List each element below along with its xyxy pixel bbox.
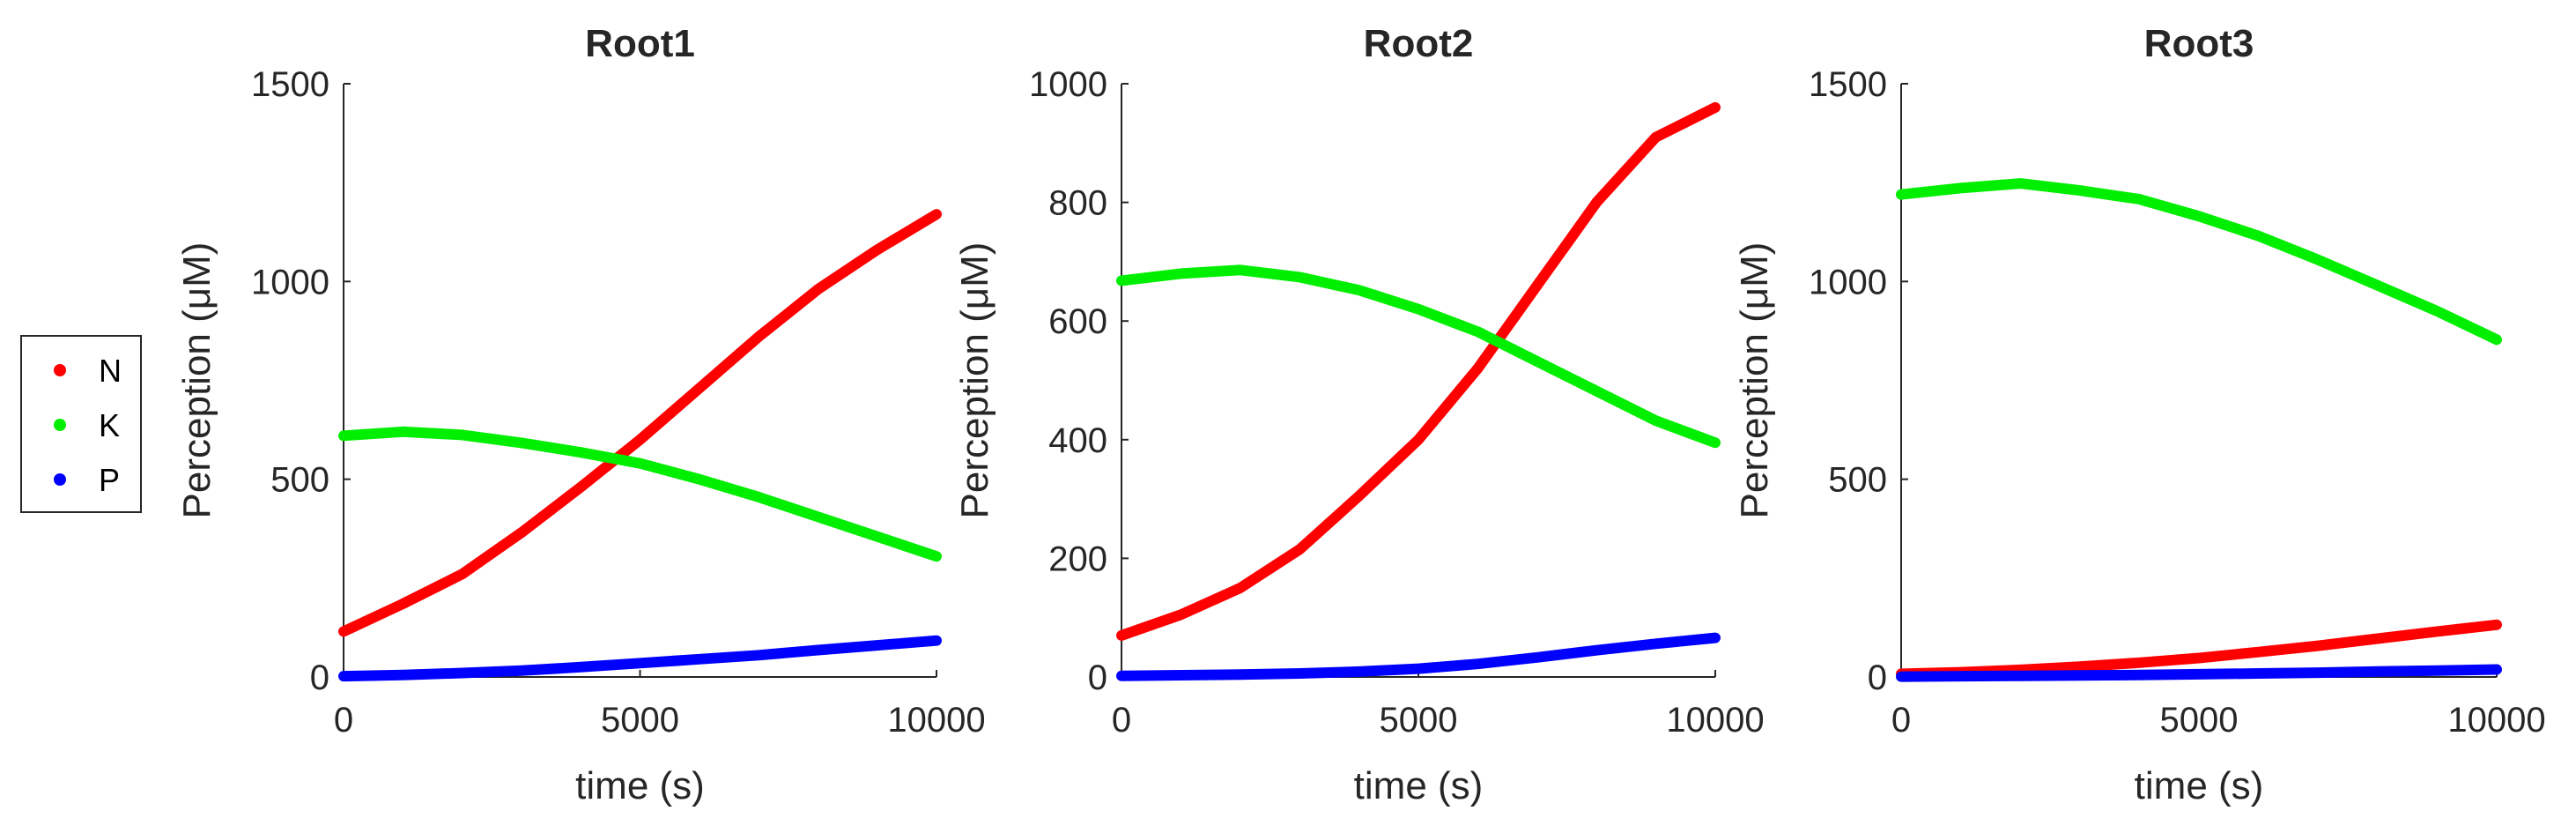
x-tick-label: 5000 [2160, 701, 2239, 740]
legend-label-n: N [99, 353, 122, 389]
x-axis-label: time (s) [1354, 764, 1484, 807]
y-tick-label: 500 [270, 461, 329, 500]
chart-root1: 0 500 1000 1500 0 5000 10000 Root1 time (s) Perce… [175, 22, 986, 807]
legend-marker-k [54, 419, 66, 431]
y-tick-label: 1000 [251, 263, 329, 301]
x-tick-label: 5000 [1380, 701, 1458, 740]
y-tick-label: 500 [1828, 461, 1887, 500]
y-axis-label: Perception (μM) [953, 242, 996, 519]
y-tick-label: 800 [1048, 184, 1107, 223]
series-n-line [1896, 619, 2502, 680]
series-p-line [1896, 664, 2502, 682]
series-p-line [1116, 632, 1721, 681]
y-axis-label: Perception (μM) [175, 242, 218, 519]
legend-label-p: P [99, 462, 120, 498]
chart-root3: 0 500 1000 1500 0 5000 10000 Root3 time (s) Perce… [1733, 22, 2546, 807]
y-tick-label: 600 [1048, 302, 1107, 341]
x-tick-label: 0 [1891, 701, 1911, 740]
y-tick-label: 1000 [1029, 65, 1107, 104]
legend-label-k: K [99, 407, 120, 443]
series-k-line [1116, 264, 1721, 449]
y-tick-label: 1500 [1809, 65, 1887, 104]
series-n-line [338, 209, 942, 637]
y-tick-label: 1000 [1809, 263, 1887, 301]
chart-title: Root3 [2144, 22, 2254, 65]
x-tick-label: 0 [334, 701, 353, 740]
legend-marker-n [54, 364, 66, 376]
x-tick-label: 5000 [601, 701, 679, 740]
y-axis-label: Perception (μM) [1733, 242, 1776, 519]
y-tick-label: 400 [1048, 421, 1107, 460]
x-axis-label: time (s) [2135, 764, 2264, 807]
legend-box [20, 335, 142, 513]
x-tick-label: 10000 [2447, 701, 2545, 740]
y-tick-label: 0 [310, 658, 329, 697]
legend-marker-p [54, 473, 66, 486]
legend: N K P [20, 335, 142, 513]
y-tick-label: 1500 [251, 65, 329, 104]
chart-title: Root1 [585, 22, 695, 65]
y-tick-label: 0 [1868, 658, 1887, 697]
series-k-line [1896, 178, 2502, 346]
x-tick-label: 0 [1112, 701, 1131, 740]
x-axis-label: time (s) [575, 764, 705, 807]
series-n-line [1116, 101, 1721, 641]
x-tick-label: 10000 [1666, 701, 1764, 740]
x-tick-label: 10000 [887, 701, 985, 740]
y-tick-label: 200 [1048, 539, 1107, 578]
series-p-line [338, 635, 942, 682]
series-k-line [338, 426, 942, 562]
chart-title: Root2 [1364, 22, 1474, 65]
y-tick-label: 0 [1088, 658, 1107, 697]
